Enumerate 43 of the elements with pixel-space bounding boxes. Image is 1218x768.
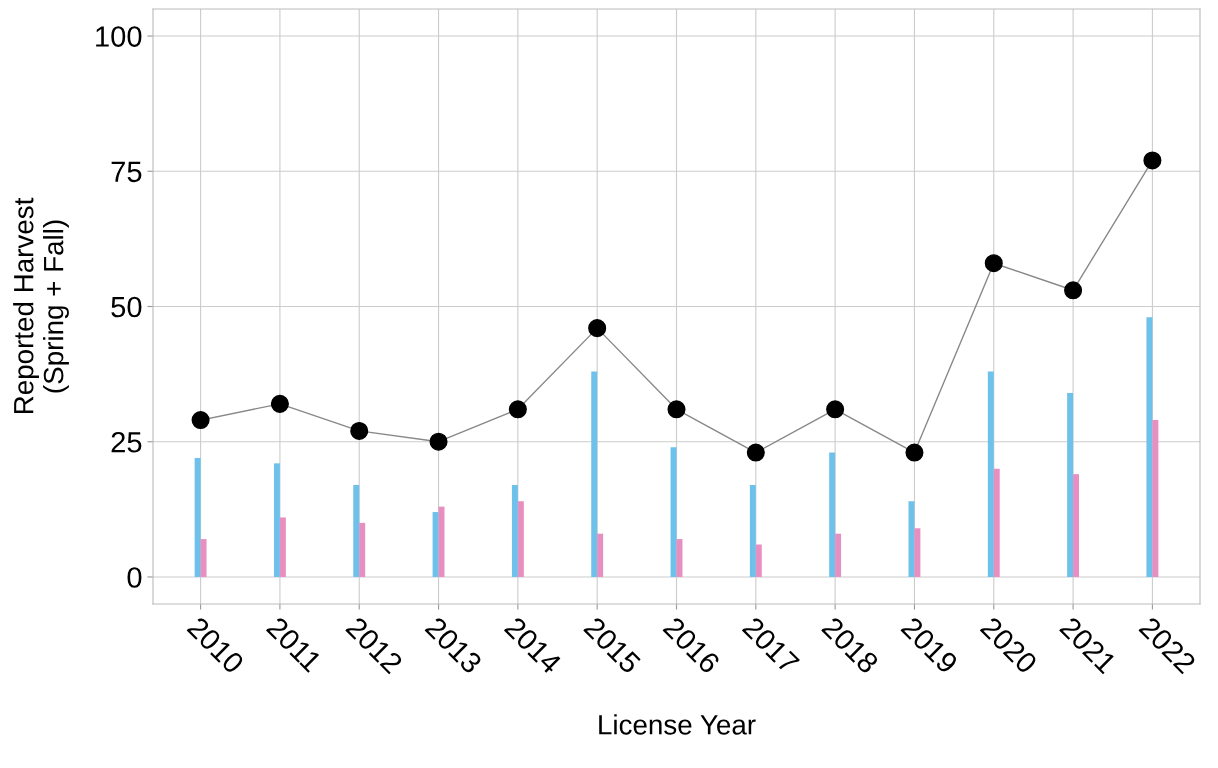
y-tick-label: 0 xyxy=(127,567,142,588)
point xyxy=(905,443,924,462)
point xyxy=(508,400,527,419)
point xyxy=(984,254,1003,273)
point xyxy=(270,394,289,413)
bar xyxy=(1067,393,1074,577)
bar xyxy=(432,512,439,577)
bar xyxy=(749,485,756,577)
y-tick-label: 100 xyxy=(96,26,142,47)
bar xyxy=(1152,420,1159,577)
y-tick-label: 50 xyxy=(111,296,142,318)
y-axis-title: Reported Harvest (Spring + Fall) xyxy=(13,197,69,414)
point xyxy=(429,432,448,451)
y-tick-label: 25 xyxy=(111,431,142,453)
point xyxy=(1143,151,1162,170)
point xyxy=(746,443,765,462)
bar xyxy=(359,522,366,577)
bar xyxy=(517,501,524,577)
point xyxy=(1064,281,1083,300)
x-axis-title: License Year xyxy=(599,714,756,735)
point xyxy=(191,411,210,430)
bar xyxy=(914,528,921,577)
bar xyxy=(835,533,842,577)
bar xyxy=(194,457,201,577)
bar xyxy=(1146,317,1153,577)
bar xyxy=(755,544,762,577)
bar xyxy=(993,468,1000,577)
bar xyxy=(676,539,683,577)
bar xyxy=(511,485,518,577)
point xyxy=(826,400,845,419)
bar xyxy=(1073,474,1080,577)
y-tick-label: 75 xyxy=(111,161,142,183)
point xyxy=(667,400,686,419)
point xyxy=(350,421,369,440)
bar xyxy=(597,533,604,577)
bar xyxy=(591,371,598,577)
bar xyxy=(829,452,836,577)
bar xyxy=(200,539,207,577)
bar xyxy=(273,463,280,577)
bar xyxy=(987,371,994,577)
bar xyxy=(279,517,286,577)
point xyxy=(588,319,607,338)
bar xyxy=(353,485,360,577)
